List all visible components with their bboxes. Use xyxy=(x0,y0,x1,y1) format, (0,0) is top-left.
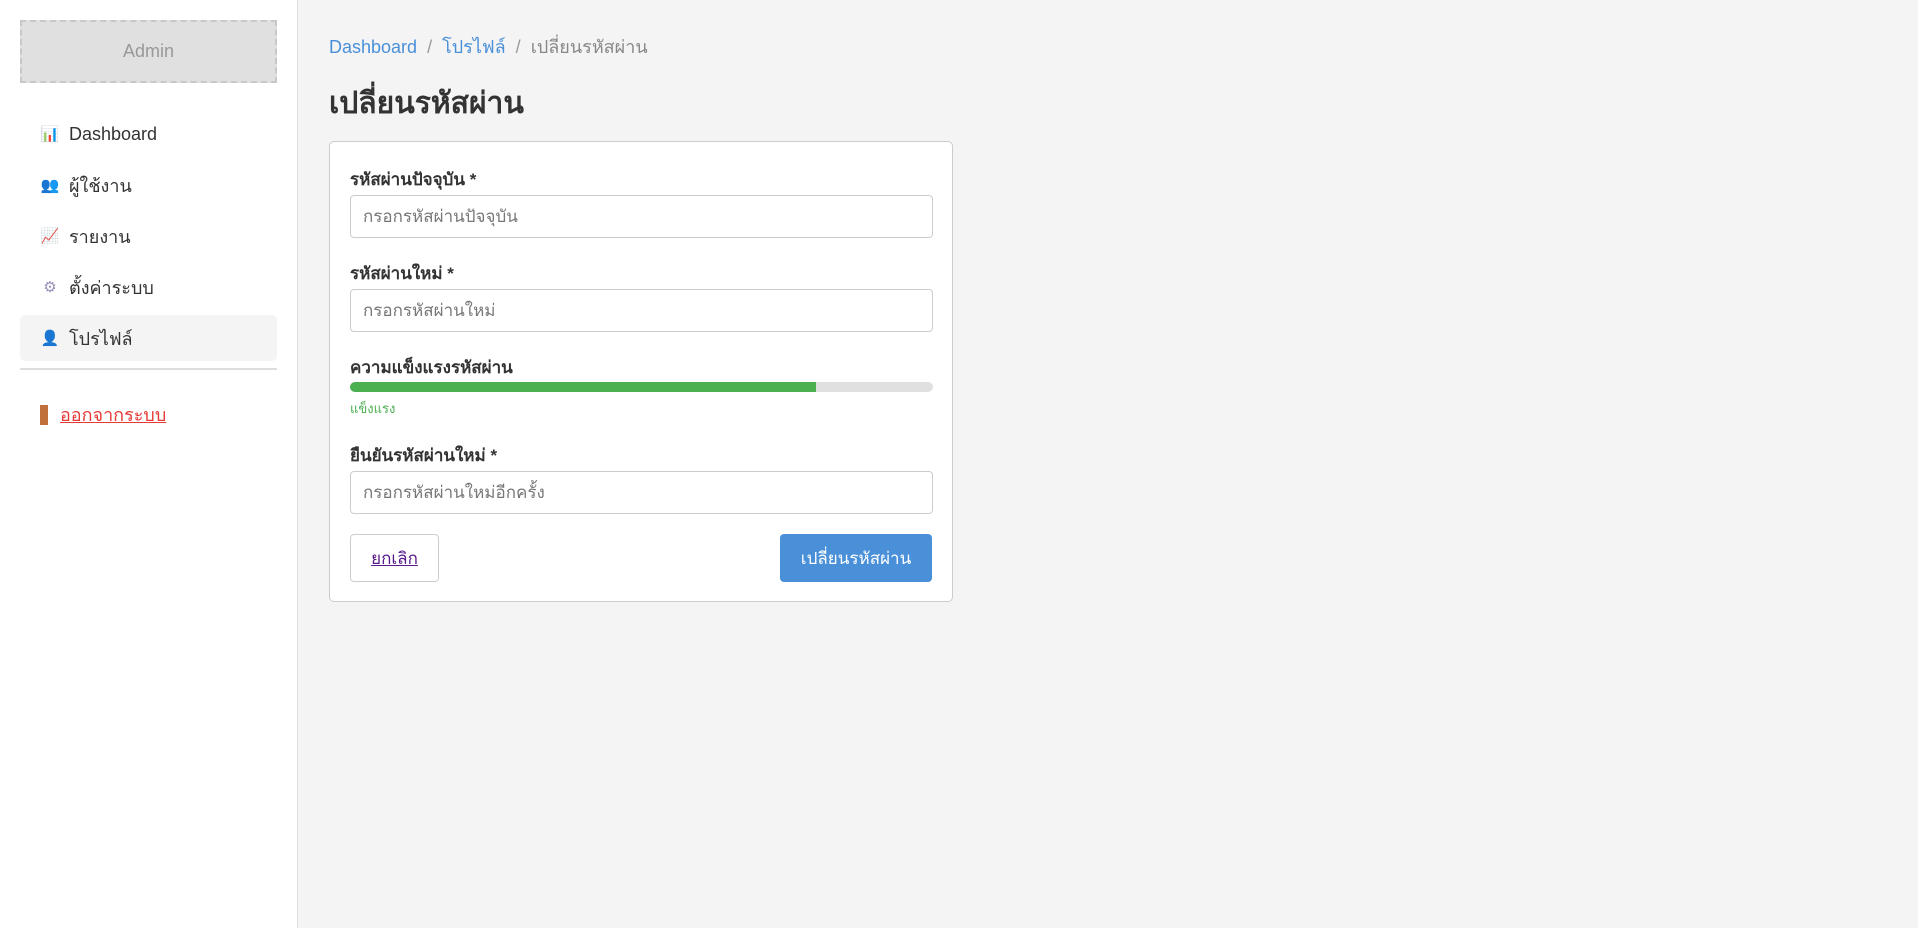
trend-chart-icon: 📈 xyxy=(40,228,60,245)
strength-bar xyxy=(350,382,933,392)
sidebar-item-users[interactable]: 👥 ผู้ใช้งาน xyxy=(20,162,277,208)
sidebar: Admin 📊 Dashboard 👥 ผู้ใช้งาน 📈 รายงาน ⚙ ตั้… xyxy=(0,0,298,928)
sidebar-item-settings[interactable]: ⚙ ตั้งค่าระบบ xyxy=(20,264,277,310)
logo: Admin xyxy=(20,20,277,83)
bar-chart-icon: 📊 xyxy=(40,126,60,143)
door-icon xyxy=(40,404,48,425)
strength-text: แข็งแรง xyxy=(350,401,396,416)
sidebar-item-label: ผู้ใช้งาน xyxy=(69,175,132,196)
change-password-form: รหัสผ่านปัจจุบัน * รหัสผ่านใหม่ * ความแข… xyxy=(329,141,953,602)
sidebar-item-profile[interactable]: 👤 โปรไฟล์ xyxy=(20,315,277,361)
change-password-button[interactable]: เปลี่ยนรหัสผ่าน xyxy=(780,534,932,582)
page-title: เปลี่ยนรหัสผ่าน xyxy=(329,87,524,120)
confirm-password-input[interactable] xyxy=(350,471,933,514)
user-icon: 👤 xyxy=(40,330,60,347)
cancel-button[interactable]: ยกเลิก xyxy=(350,534,439,582)
breadcrumb-separator: / xyxy=(427,37,433,57)
logout-label: ออกจากระบบ xyxy=(60,405,167,425)
logout-link[interactable]: ออกจากระบบ xyxy=(40,400,166,429)
sidebar-item-label: โปรไฟล์ xyxy=(69,328,133,349)
new-password-label: รหัสผ่านใหม่ * xyxy=(350,264,454,283)
sidebar-item-label: Dashboard xyxy=(69,123,158,144)
users-icon: 👥 xyxy=(40,177,60,194)
sidebar-item-reports[interactable]: 📈 รายงาน xyxy=(20,213,277,259)
strength-bar-fill xyxy=(350,382,817,392)
breadcrumb: Dashboard / โปรไฟล์ / เปลี่ยนรหัสผ่าน xyxy=(329,32,648,61)
current-password-input[interactable] xyxy=(350,195,933,238)
sidebar-item-label: รายงาน xyxy=(69,226,131,247)
sidebar-item-dashboard[interactable]: 📊 Dashboard xyxy=(20,111,277,157)
breadcrumb-current: เปลี่ยนรหัสผ่าน xyxy=(530,37,648,57)
gear-icon: ⚙ xyxy=(43,279,57,296)
confirm-password-label: ยืนยันรหัสผ่านใหม่ * xyxy=(350,446,498,465)
new-password-input[interactable] xyxy=(350,289,933,332)
breadcrumb-dashboard[interactable]: Dashboard xyxy=(329,37,418,57)
current-password-label: รหัสผ่านปัจจุบัน * xyxy=(350,170,477,189)
sidebar-item-label: ตั้งค่าระบบ xyxy=(69,277,154,298)
breadcrumb-separator: / xyxy=(515,37,521,57)
sidebar-nav: 📊 Dashboard 👥 ผู้ใช้งาน 📈 รายงาน ⚙ ตั้งค่าระ… xyxy=(20,111,277,366)
strength-label: ความแข็งแรงรหัสผ่าน xyxy=(350,358,513,377)
sidebar-divider xyxy=(20,368,277,370)
breadcrumb-profile[interactable]: โปรไฟล์ xyxy=(442,37,506,57)
